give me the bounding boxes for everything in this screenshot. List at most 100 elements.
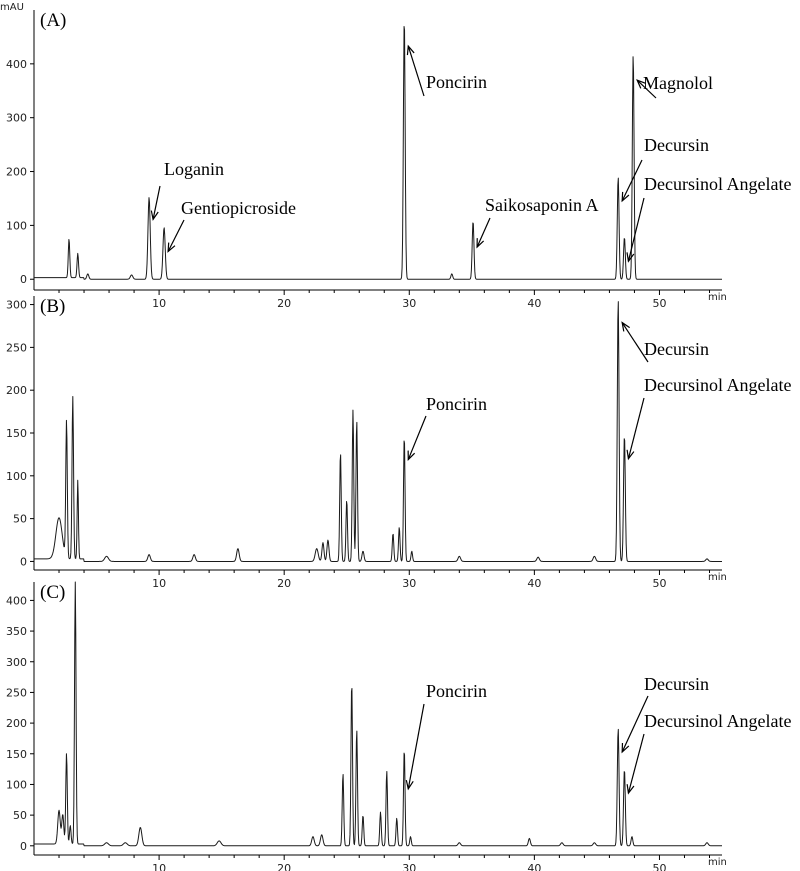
peak-point [618,298,619,299]
y-tick-label: 150 [6,427,27,440]
peak-point [404,17,405,18]
annotation-arrow [627,733,645,794]
x-tick-label: 10 [152,862,166,871]
arrow-head [621,191,630,203]
x-unit-label: min [708,572,727,583]
y-tick-label: 100 [6,219,27,232]
annotation-arrow [621,322,649,363]
panel-label: (A) [40,10,66,31]
x-tick-label: 20 [277,862,291,871]
peak-point [356,729,357,730]
y-tick-label: 300 [6,656,27,669]
chromatogram-panel: 0 50 100 150 200 250 300 350 400 10 20 30 40 50 min (C)… [6,581,791,871]
peak-point [351,681,352,682]
arrow-head [626,449,635,461]
arrow-head [626,784,635,795]
y-tick-label: 300 [6,299,27,312]
peak-annotation-label: Decursinol Angelate [644,375,791,395]
arrow-head [621,321,630,332]
y-tick-label: 0 [20,555,27,568]
arrow-head [636,79,646,89]
peak-point [342,773,343,774]
peak-point [624,237,625,238]
chromatogram-trace [33,301,723,562]
peak-point [624,769,625,770]
annotation-arrow [627,397,645,459]
annotation-arrow [407,45,425,97]
arrow-head [626,252,635,263]
annotation-arrow [627,197,645,262]
annotation-arrow [476,217,491,248]
x-tick-label: 40 [527,862,541,871]
annotation-arrow [407,703,425,789]
y-tick-label: 100 [6,470,27,483]
annotation-arrow [152,185,161,220]
x-tick-label: 20 [277,577,291,590]
y-tick-label: 200 [6,166,27,179]
chromatogram-panel: 0 100 200 300 400 10 20 30 40 50 min (A) Loganin Gent… [6,10,791,310]
y-unit-label: mAU [0,2,24,13]
peak-point [618,176,619,177]
peak-annotation-label: Decursin [644,674,709,694]
peak-point [633,54,634,55]
x-tick-label: 50 [652,577,666,590]
peak-annotation-label: Loganin [164,159,224,179]
chromatogram-trace [33,25,723,280]
y-tick-label: 400 [6,594,27,607]
peak-point [624,434,625,435]
arrow-head [406,44,415,56]
peak-annotation-label: Poncirin [426,72,487,92]
arrow-head [407,450,416,461]
y-tick-label: 0 [20,273,27,286]
y-tick-label: 250 [6,341,27,354]
y-tick-label: 100 [6,778,27,791]
annotation-arrow [621,695,649,753]
arrow-head [150,210,159,221]
y-tick-label: 200 [6,717,27,730]
y-tick-label: 400 [6,58,27,71]
arrow-head [621,742,630,754]
y-tick-label: 0 [20,840,27,853]
y-tick-label: 50 [13,513,27,526]
peak-point [404,435,405,436]
peak-point [618,727,619,728]
peak-point [58,520,59,521]
x-unit-label: min [708,292,727,303]
panel-label: (C) [40,582,65,603]
arrow-head [476,238,485,249]
x-tick-label: 40 [527,577,541,590]
y-tick-label: 200 [6,384,27,397]
x-tick-label: 10 [152,297,166,310]
annotation-arrow [636,79,657,99]
x-tick-label: 30 [402,297,416,310]
annotation-arrow [407,415,427,460]
arrow-head [167,242,176,253]
peak-annotation-label: Decursin [644,135,709,155]
peak-point [356,420,357,421]
peak-annotation-label: Poncirin [426,394,487,414]
peak-point [392,533,393,534]
annotation-arrow [621,159,643,202]
panel-label: (B) [40,296,65,317]
annotation-arrow [167,219,185,252]
x-tick-label: 10 [152,577,166,590]
x-tick-label: 40 [527,297,541,310]
x-unit-label: min [708,857,727,868]
peak-annotation-label: Magnolol [643,73,713,93]
peak-point [340,451,341,452]
peak-point [346,499,347,500]
y-tick-label: 350 [6,625,27,638]
peak-annotation-label: Poncirin [426,681,487,701]
peak-annotation-label: Decursinol Angelate [644,174,791,194]
x-tick-label: 20 [277,297,291,310]
chromatogram-trace [33,581,723,847]
x-tick-label: 30 [402,577,416,590]
y-tick-label: 150 [6,748,27,761]
y-tick-label: 250 [6,686,27,699]
peak-annotation-label: Saikosaponin A [485,195,599,215]
peak-point [472,220,473,221]
peak-point [404,748,405,749]
peak-annotation-label: Gentiopicroside [181,198,296,218]
